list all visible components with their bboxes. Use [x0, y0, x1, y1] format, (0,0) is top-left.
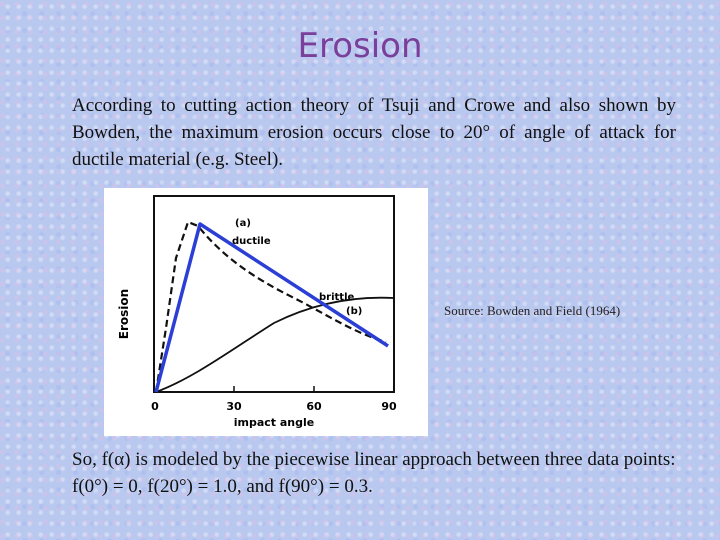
x-tick-label-60: 60: [306, 400, 322, 413]
label-ductile: ductile: [232, 236, 271, 247]
y-axis-label: Erosion: [117, 289, 131, 339]
ductile-curve: [154, 220, 387, 393]
conclusion-paragraph: So, f(α) is modeled by the piecewise lin…: [72, 449, 676, 497]
source-caption: Source: Bowden and Field (1964): [444, 303, 621, 318]
intro-paragraph: According to cutting action theory of Ts…: [72, 95, 676, 170]
label-b: (b): [346, 306, 362, 317]
erosion-plot: Erosion (a) ductile brittle (b) 0 30 60 …: [117, 195, 397, 429]
label-brittle: brittle: [319, 292, 355, 303]
piecewise-linear-line: [154, 222, 389, 393]
label-a: (a): [235, 218, 251, 229]
plot-frame: [153, 195, 395, 393]
x-tick-label-90: 90: [381, 400, 397, 413]
x-tick-label-30: 30: [226, 400, 242, 413]
x-tick-label-0: 0: [151, 400, 159, 413]
slide-title: Erosion: [297, 26, 423, 66]
x-axis-label: impact angle: [234, 416, 315, 429]
brittle-curve: [155, 296, 395, 393]
erosion-figure: Erosion (a) ductile brittle (b) 0 30 60 …: [104, 188, 428, 436]
